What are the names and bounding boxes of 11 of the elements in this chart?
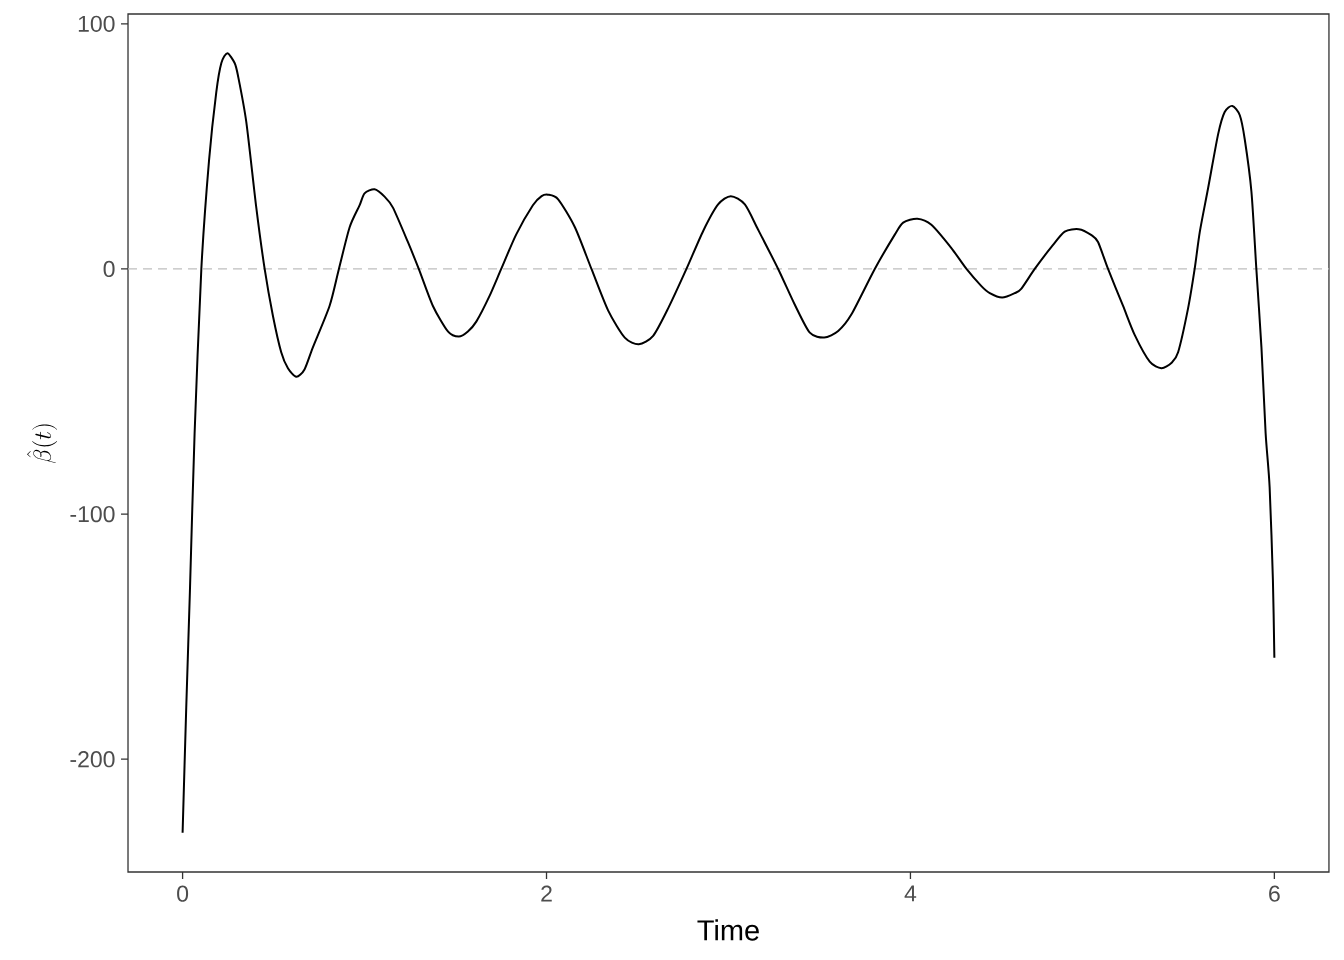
x-axis-title: Time [697, 919, 759, 941]
line-series [181, 52, 1276, 834]
y-tick-label: -200 [70, 751, 115, 768]
x-tick-label: 0 [177, 885, 189, 902]
y-tick-label: 0 [103, 260, 115, 278]
x-tick-label: 2 [541, 885, 552, 902]
y-tick-label: 100 [78, 15, 115, 32]
x-tick-label: 6 [1269, 885, 1280, 902]
y-axis-title: $\hat{\beta}(t)$ [27, 424, 58, 464]
x-tick-label: 4 [904, 885, 917, 902]
y-tick-label: -100 [70, 505, 115, 523]
